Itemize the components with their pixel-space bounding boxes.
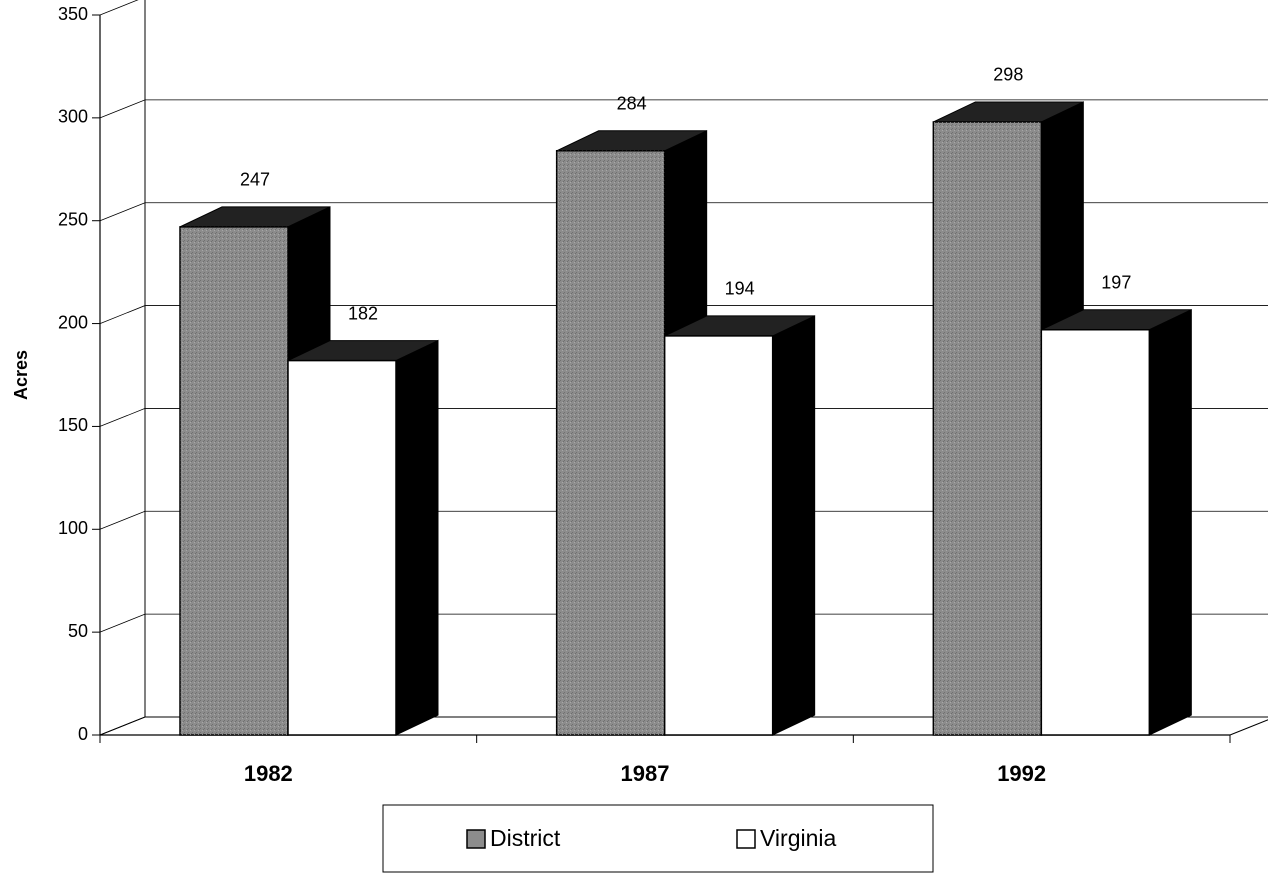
bar-group bbox=[663, 315, 816, 736]
grid-line bbox=[99, 202, 1268, 222]
value-label: 247 bbox=[240, 170, 270, 190]
bar-texture bbox=[180, 226, 288, 735]
x-tick-label: 1992 bbox=[997, 761, 1046, 786]
y-tick-label: 50 bbox=[68, 621, 88, 641]
value-label: 284 bbox=[617, 94, 647, 114]
bar-group bbox=[287, 339, 439, 736]
x-tick-label: 1987 bbox=[621, 761, 670, 786]
value-label: 194 bbox=[725, 279, 755, 299]
value-label: 298 bbox=[993, 65, 1023, 85]
bar bbox=[1040, 328, 1151, 736]
y-tick-label: 300 bbox=[58, 107, 88, 127]
grid-line bbox=[99, 305, 1268, 324]
grid-line bbox=[99, 99, 1268, 119]
floor-right bbox=[1229, 719, 1268, 736]
bar-texture bbox=[933, 121, 1042, 735]
grid-line bbox=[99, 613, 1268, 633]
y-tick-label: 250 bbox=[58, 209, 88, 229]
bar-side bbox=[772, 315, 816, 736]
y-tick-label: 200 bbox=[58, 312, 88, 332]
grid-line bbox=[99, 716, 1268, 736]
bar-side bbox=[1148, 308, 1192, 736]
y-tick-label: 100 bbox=[58, 518, 88, 538]
grid-line bbox=[99, 0, 139, 16]
y-tick-label: 150 bbox=[58, 415, 88, 435]
y-axis-label: Acres bbox=[11, 350, 31, 400]
grid-line bbox=[99, 408, 1268, 427]
bar bbox=[663, 335, 774, 736]
legend-label: District bbox=[490, 825, 561, 851]
value-label: 197 bbox=[1101, 272, 1131, 292]
legend-label: Virginia bbox=[760, 825, 836, 851]
legend-swatch bbox=[736, 829, 756, 849]
bar-texture bbox=[556, 150, 665, 735]
y-tick-label: 0 bbox=[78, 724, 88, 744]
bar bbox=[287, 359, 397, 736]
value-label: 182 bbox=[348, 303, 378, 323]
x-tick-label: 1982 bbox=[244, 761, 293, 786]
legend-box bbox=[382, 804, 934, 873]
bar-group bbox=[932, 101, 1084, 736]
y-tick-label: 350 bbox=[58, 4, 88, 24]
grid-line bbox=[99, 510, 1268, 530]
bar-group bbox=[1040, 308, 1192, 736]
legend-swatch bbox=[466, 829, 486, 849]
bar-side bbox=[395, 339, 439, 736]
